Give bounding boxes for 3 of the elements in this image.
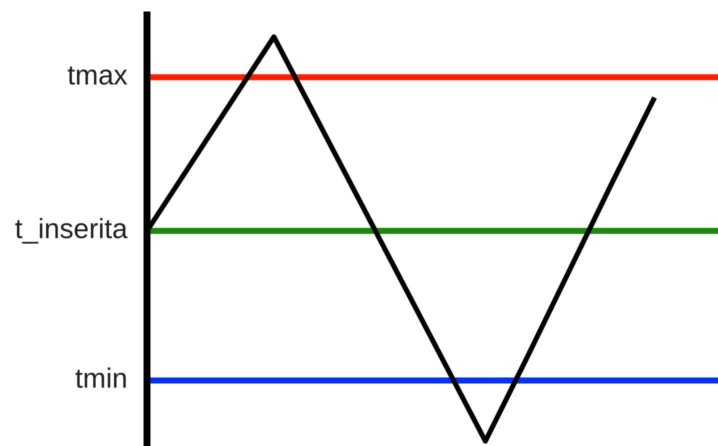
ref-line-label: tmax bbox=[68, 66, 128, 85]
ref-line-label: t_inserita bbox=[15, 218, 128, 244]
ref-line-label: tmin bbox=[76, 368, 126, 388]
